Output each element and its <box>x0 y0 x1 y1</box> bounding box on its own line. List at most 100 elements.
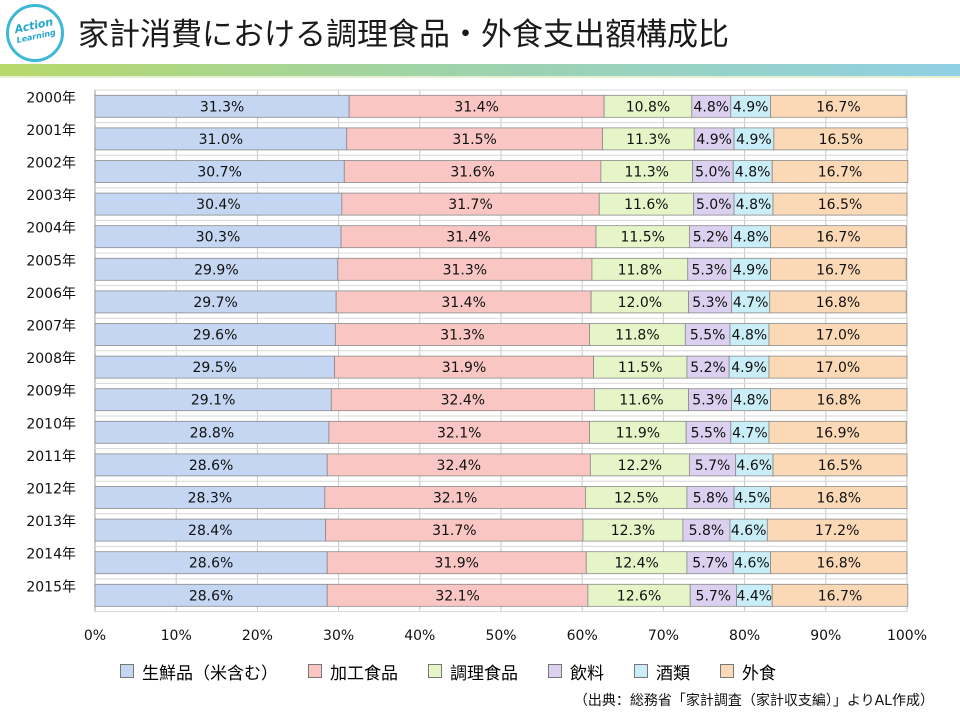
data-label: 5.3% <box>692 393 728 409</box>
bar-segment <box>768 355 908 379</box>
x-tick-label: 80% <box>729 628 760 644</box>
data-label: 4.8% <box>732 328 768 344</box>
data-label: 31.4% <box>441 295 485 311</box>
data-label: 17.2% <box>815 523 859 539</box>
data-label: 32.1% <box>435 588 479 604</box>
legend-label: 調理食品 <box>450 663 518 684</box>
category-label: 2007年 <box>26 319 76 335</box>
data-label: 5.8% <box>693 491 729 507</box>
data-label: 29.9% <box>194 262 238 278</box>
data-label: 16.8% <box>817 556 861 572</box>
bar-segment <box>772 453 908 477</box>
category-label: 2003年 <box>26 188 76 204</box>
category-label: 2008年 <box>26 351 76 367</box>
header: Action Learning 家計消費における調理食品・外食支出額構成比 <box>0 0 960 80</box>
data-label: 12.3% <box>611 523 655 539</box>
data-label: 4.9% <box>733 262 769 278</box>
data-label: 4.9% <box>731 360 767 376</box>
data-label: 5.7% <box>695 458 731 474</box>
legend-item: 生鮮品（米含む） <box>120 659 278 684</box>
chart-bars: 31.3% 31.4% 10.8% 4.8% 4.9% 16.7%31.0% 31.5% 11… <box>94 94 909 607</box>
data-label: 29.5% <box>193 360 237 376</box>
x-tick-label: 100% <box>887 628 927 644</box>
data-label: 16.7% <box>816 230 860 246</box>
data-label: 16.5% <box>818 458 862 474</box>
title-underline <box>0 64 960 76</box>
data-label: 30.7% <box>197 165 241 181</box>
data-label: 32.4% <box>437 458 481 474</box>
data-label: 32.1% <box>433 491 477 507</box>
bar-segment <box>769 290 907 314</box>
data-label: 28.6% <box>189 588 233 604</box>
x-tick-label: 10% <box>161 628 192 644</box>
data-label: 31.4% <box>454 99 498 115</box>
x-tick-label: 30% <box>323 628 354 644</box>
data-label: 29.7% <box>193 295 237 311</box>
data-label: 11.3% <box>626 132 670 148</box>
legend-label: 生鮮品（米含む） <box>142 663 278 684</box>
legend-item: 外食 <box>720 659 776 684</box>
data-label: 4.8% <box>733 230 769 246</box>
data-label: 16.5% <box>819 132 863 148</box>
data-label: 31.3% <box>440 328 484 344</box>
data-label: 11.5% <box>618 360 662 376</box>
data-label: 31.9% <box>442 360 486 376</box>
data-label: 4.9% <box>696 132 732 148</box>
legend-swatch <box>720 664 734 678</box>
bar-segment <box>770 225 907 249</box>
data-label: 28.6% <box>189 556 233 572</box>
bar-segment <box>771 160 909 183</box>
category-label: 2006年 <box>26 286 76 302</box>
data-label: 12.0% <box>618 295 662 311</box>
category-label: 2010年 <box>26 416 76 432</box>
page-title: 家計消費における調理食品・外食支出額構成比 <box>78 17 729 53</box>
data-label: 32.1% <box>437 425 481 441</box>
data-label: 28.8% <box>190 425 234 441</box>
x-tick-label: 40% <box>404 628 435 644</box>
data-label: 5.8% <box>689 523 725 539</box>
chart-legend: 生鮮品（米含む） 加工食品 調理食品 飲料 酒類 外食 <box>120 659 920 684</box>
bar-segment <box>770 94 907 118</box>
legend-label: 加工食品 <box>330 663 398 684</box>
data-label: 4.9% <box>733 99 769 115</box>
x-tick-label: 90% <box>810 628 841 644</box>
bar-segment <box>773 127 909 151</box>
data-label: 31.7% <box>448 197 492 213</box>
stacked-bar-chart: 31.3% 31.4% 10.8% 4.8% 4.9% 16.7%31.0% 31.5% 11… <box>26 89 927 644</box>
bar-segment <box>770 486 908 509</box>
data-label: 11.6% <box>619 393 663 409</box>
data-label: 5.2% <box>690 360 726 376</box>
bar-segment <box>768 420 907 444</box>
data-label: 31.5% <box>452 132 496 148</box>
data-label: 4.8% <box>735 165 771 181</box>
title-underline-thin <box>0 76 960 78</box>
x-tick-label: 20% <box>242 628 273 644</box>
category-label: 2000年 <box>26 90 76 106</box>
data-label: 16.8% <box>816 295 860 311</box>
category-label: 2011年 <box>26 449 76 465</box>
legend-item: 加工食品 <box>308 659 398 684</box>
category-label: 2012年 <box>26 482 76 498</box>
data-label: 10.8% <box>626 99 670 115</box>
data-label: 4.8% <box>733 393 769 409</box>
data-label: 30.3% <box>196 230 240 246</box>
data-label: 17.0% <box>816 360 860 376</box>
bar-segment <box>772 192 908 216</box>
category-label: 2001年 <box>26 123 76 139</box>
legend-swatch <box>428 664 442 678</box>
bar-segment <box>770 257 907 281</box>
bar-segment <box>770 551 908 575</box>
data-label: 17.0% <box>816 328 860 344</box>
data-label: 16.7% <box>816 262 860 278</box>
data-label: 4.6% <box>737 458 773 474</box>
x-tick-label: 60% <box>567 628 598 644</box>
data-label: 31.3% <box>443 262 487 278</box>
data-label: 11.8% <box>618 262 662 278</box>
data-label: 4.4% <box>737 588 773 604</box>
action-learning-logo: Action Learning <box>6 4 64 62</box>
data-label: 11.6% <box>624 197 668 213</box>
category-label: 2005年 <box>26 253 76 269</box>
data-label: 5.5% <box>690 328 726 344</box>
data-label: 28.4% <box>188 523 232 539</box>
data-label: 29.6% <box>193 328 237 344</box>
